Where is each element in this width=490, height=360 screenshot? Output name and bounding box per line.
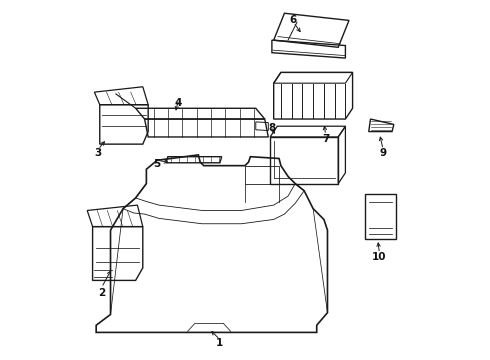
Text: 2: 2 <box>98 288 105 298</box>
Text: 7: 7 <box>322 134 329 144</box>
Text: 6: 6 <box>290 15 297 26</box>
Text: 9: 9 <box>379 148 387 158</box>
Text: 5: 5 <box>153 159 161 169</box>
Text: 1: 1 <box>216 338 223 348</box>
Text: 3: 3 <box>95 148 101 158</box>
Text: 4: 4 <box>175 98 182 108</box>
Text: 10: 10 <box>372 252 387 262</box>
Text: 8: 8 <box>268 123 275 133</box>
